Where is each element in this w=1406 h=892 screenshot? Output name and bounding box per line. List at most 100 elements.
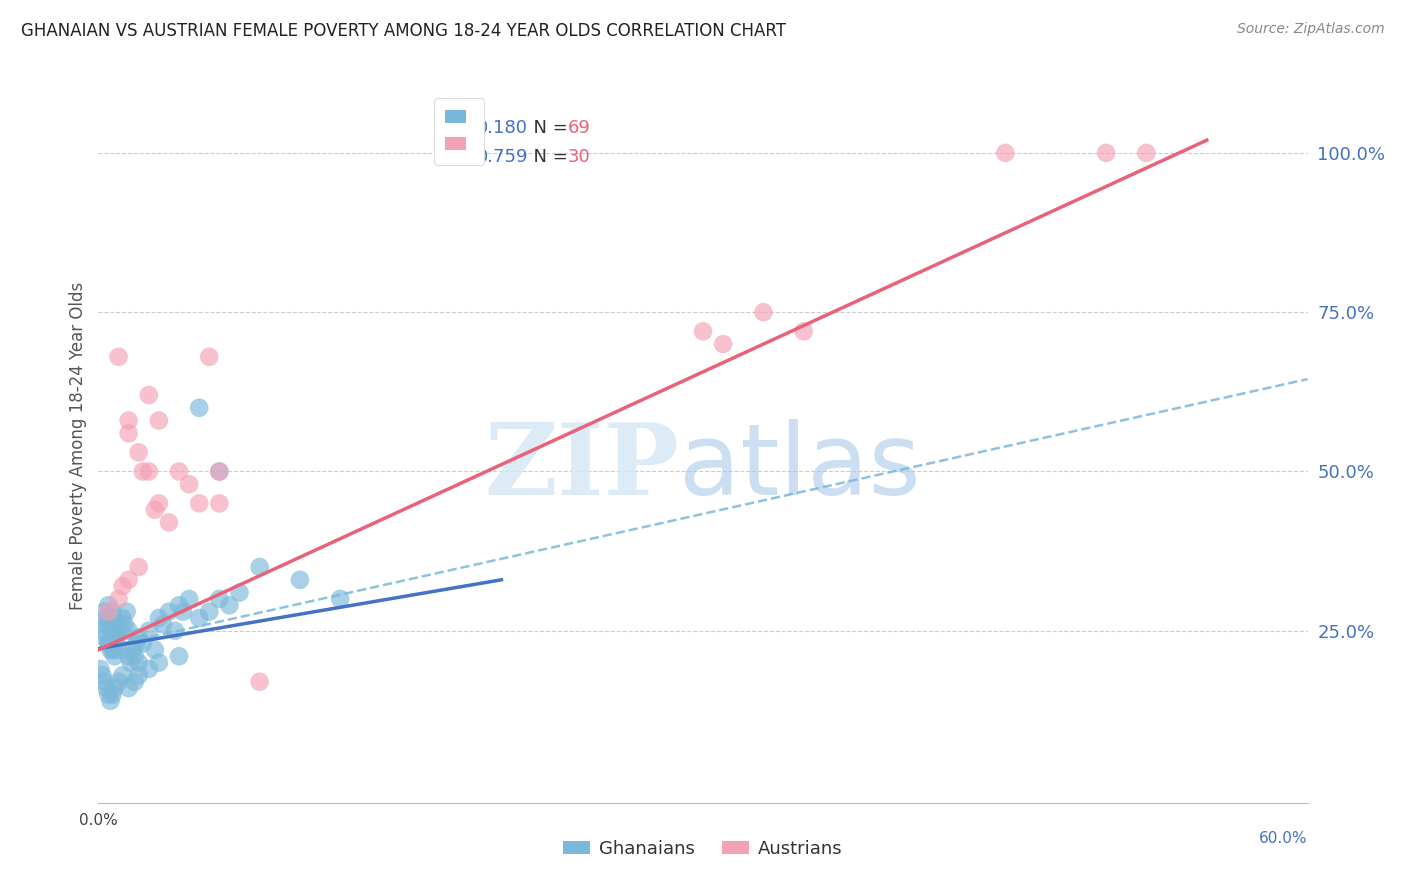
- Point: [148, 496, 170, 510]
- Text: N =: N =: [522, 148, 574, 166]
- Point: [132, 465, 155, 479]
- Point: [111, 611, 134, 625]
- Point: [128, 656, 150, 670]
- Text: ZIP: ZIP: [484, 419, 679, 516]
- Point: [188, 401, 211, 415]
- Point: [96, 617, 118, 632]
- Point: [91, 624, 114, 638]
- Point: [97, 636, 120, 650]
- Legend: Ghanaians, Austrians: Ghanaians, Austrians: [555, 833, 851, 865]
- Point: [93, 630, 115, 644]
- Text: R =: R =: [440, 148, 478, 166]
- Point: [188, 611, 211, 625]
- Point: [103, 649, 125, 664]
- Point: [1095, 145, 1118, 160]
- Text: 0.180: 0.180: [477, 120, 527, 137]
- Text: R =: R =: [440, 120, 478, 137]
- Point: [125, 636, 148, 650]
- Point: [163, 624, 186, 638]
- Text: 30: 30: [568, 148, 591, 166]
- Point: [208, 591, 231, 606]
- Text: 0.759: 0.759: [477, 148, 529, 166]
- Point: [692, 324, 714, 338]
- Point: [118, 624, 141, 638]
- Point: [114, 617, 136, 632]
- Y-axis label: Female Poverty Among 18-24 Year Olds: Female Poverty Among 18-24 Year Olds: [69, 282, 87, 610]
- Text: N =: N =: [522, 120, 574, 137]
- Point: [91, 668, 114, 682]
- Point: [208, 496, 231, 510]
- Text: atlas: atlas: [679, 419, 921, 516]
- Point: [179, 591, 201, 606]
- Point: [143, 502, 166, 516]
- Point: [128, 668, 150, 682]
- Point: [128, 630, 150, 644]
- Point: [128, 445, 150, 459]
- Point: [118, 649, 141, 664]
- Point: [110, 624, 132, 638]
- Text: Source: ZipAtlas.com: Source: ZipAtlas.com: [1237, 22, 1385, 37]
- Point: [157, 605, 180, 619]
- Point: [120, 656, 142, 670]
- Point: [103, 611, 125, 625]
- Point: [167, 649, 190, 664]
- Point: [138, 624, 160, 638]
- Point: [96, 681, 118, 695]
- Text: 60.0%: 60.0%: [1260, 831, 1308, 847]
- Point: [93, 674, 115, 689]
- Point: [100, 694, 122, 708]
- Point: [118, 413, 141, 427]
- Point: [107, 617, 129, 632]
- Point: [101, 605, 124, 619]
- Point: [198, 605, 221, 619]
- Point: [188, 496, 211, 510]
- Point: [138, 388, 160, 402]
- Point: [100, 643, 122, 657]
- Point: [138, 662, 160, 676]
- Point: [97, 636, 120, 650]
- Point: [105, 636, 128, 650]
- Text: 69: 69: [568, 120, 591, 137]
- Point: [152, 617, 174, 632]
- Point: [115, 605, 138, 619]
- Point: [288, 573, 311, 587]
- Point: [752, 305, 775, 319]
- Point: [89, 662, 111, 676]
- Point: [198, 350, 221, 364]
- Point: [101, 643, 124, 657]
- Text: GHANAIAN VS AUSTRIAN FEMALE POVERTY AMONG 18-24 YEAR OLDS CORRELATION CHART: GHANAIAN VS AUSTRIAN FEMALE POVERTY AMON…: [21, 22, 786, 40]
- Point: [167, 599, 190, 613]
- Point: [132, 636, 155, 650]
- Point: [329, 591, 352, 606]
- Point: [103, 624, 125, 638]
- Point: [101, 630, 124, 644]
- Point: [179, 477, 201, 491]
- Point: [218, 599, 240, 613]
- Point: [105, 630, 128, 644]
- Point: [107, 674, 129, 689]
- Point: [107, 643, 129, 657]
- Point: [148, 656, 170, 670]
- Point: [101, 688, 124, 702]
- Point: [1135, 145, 1157, 160]
- Point: [124, 649, 146, 664]
- Point: [111, 668, 134, 682]
- Point: [143, 643, 166, 657]
- Point: [103, 681, 125, 695]
- Point: [118, 573, 141, 587]
- Point: [107, 350, 129, 364]
- Point: [994, 145, 1017, 160]
- Point: [167, 465, 190, 479]
- Point: [107, 591, 129, 606]
- Point: [97, 599, 120, 613]
- Point: [128, 560, 150, 574]
- Point: [138, 465, 160, 479]
- Point: [148, 413, 170, 427]
- Point: [172, 605, 194, 619]
- Point: [111, 579, 134, 593]
- Point: [118, 426, 141, 441]
- Point: [124, 674, 146, 689]
- Point: [97, 605, 120, 619]
- Point: [228, 585, 250, 599]
- Point: [96, 611, 118, 625]
